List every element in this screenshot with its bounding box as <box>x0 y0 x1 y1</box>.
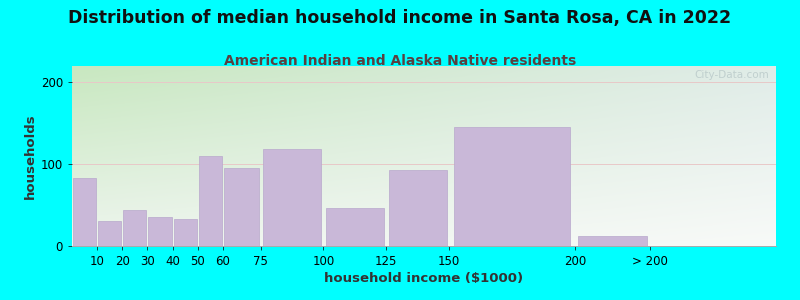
Text: American Indian and Alaska Native residents: American Indian and Alaska Native reside… <box>224 54 576 68</box>
Bar <box>149 217 171 246</box>
X-axis label: household income ($1000): household income ($1000) <box>325 272 523 285</box>
Bar <box>224 168 259 246</box>
Bar <box>98 220 122 246</box>
Bar <box>123 210 146 246</box>
Y-axis label: households: households <box>23 113 37 199</box>
Bar <box>198 156 222 246</box>
Bar <box>326 208 384 246</box>
Text: Distribution of median household income in Santa Rosa, CA in 2022: Distribution of median household income … <box>69 9 731 27</box>
Bar <box>578 236 647 246</box>
Bar <box>73 178 96 246</box>
Text: City-Data.com: City-Data.com <box>694 70 769 80</box>
Bar <box>389 170 446 246</box>
Bar <box>263 149 321 246</box>
Bar <box>454 128 570 246</box>
Bar <box>174 219 197 246</box>
